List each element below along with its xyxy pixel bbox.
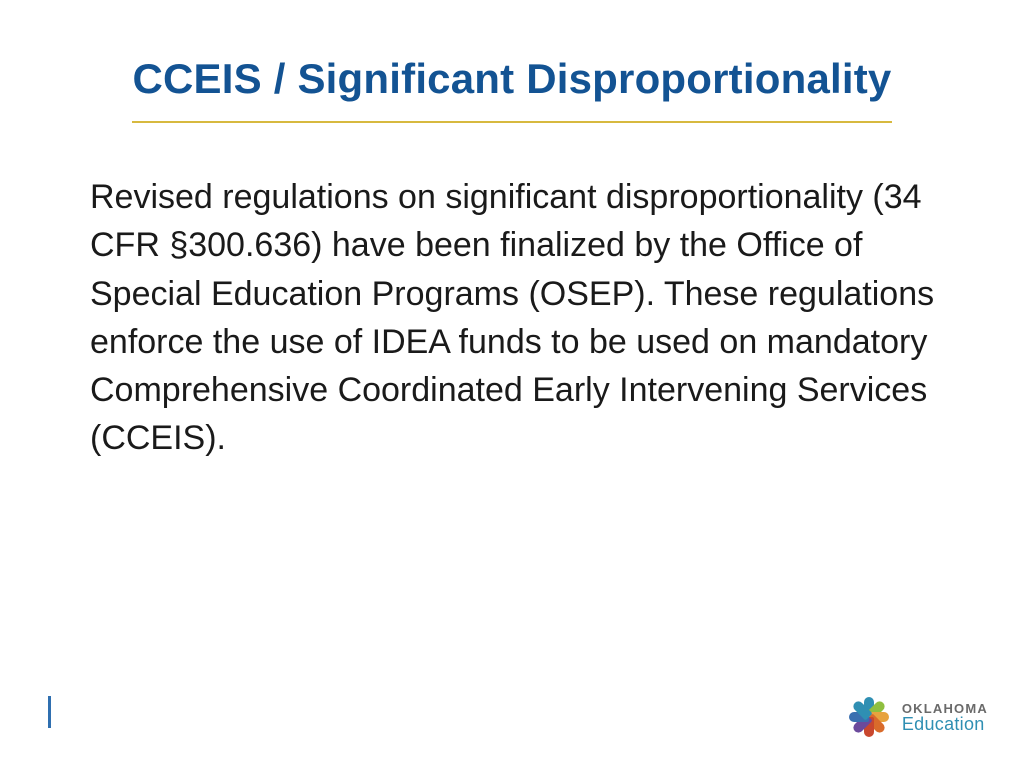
footer-accent-bar (48, 696, 51, 728)
logo-text: OKLAHOMA Education (902, 702, 988, 733)
title-underline (132, 121, 892, 123)
slide-title: CCEIS / Significant Disproportionality (60, 55, 964, 103)
slide: CCEIS / Significant Disproportionality R… (0, 0, 1024, 768)
logo-burst-icon (846, 694, 892, 740)
body-paragraph: Revised regulations on significant dispr… (60, 173, 964, 463)
logo-line2: Education (902, 715, 988, 733)
oklahoma-education-logo: OKLAHOMA Education (846, 694, 988, 740)
logo-line1: OKLAHOMA (902, 702, 988, 715)
